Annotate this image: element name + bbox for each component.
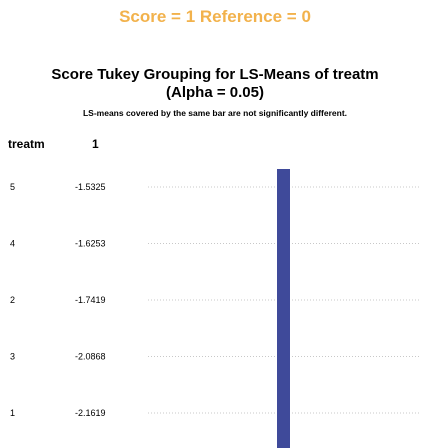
treatm-label: 5 (10, 182, 15, 192)
treatm-label: 4 (10, 239, 15, 249)
grouping-bar (277, 169, 290, 448)
treatm-label: 2 (10, 295, 15, 305)
lsmean-value: -1.5325 (75, 182, 106, 192)
lsmean-value: -1.7419 (75, 295, 106, 305)
treatm-label: 3 (10, 352, 15, 362)
treatm-label: 1 (10, 408, 15, 418)
lsmean-value: -2.1619 (75, 408, 106, 418)
lsmean-value: -1.6253 (75, 239, 106, 249)
lsmean-value: -2.0868 (75, 352, 106, 362)
